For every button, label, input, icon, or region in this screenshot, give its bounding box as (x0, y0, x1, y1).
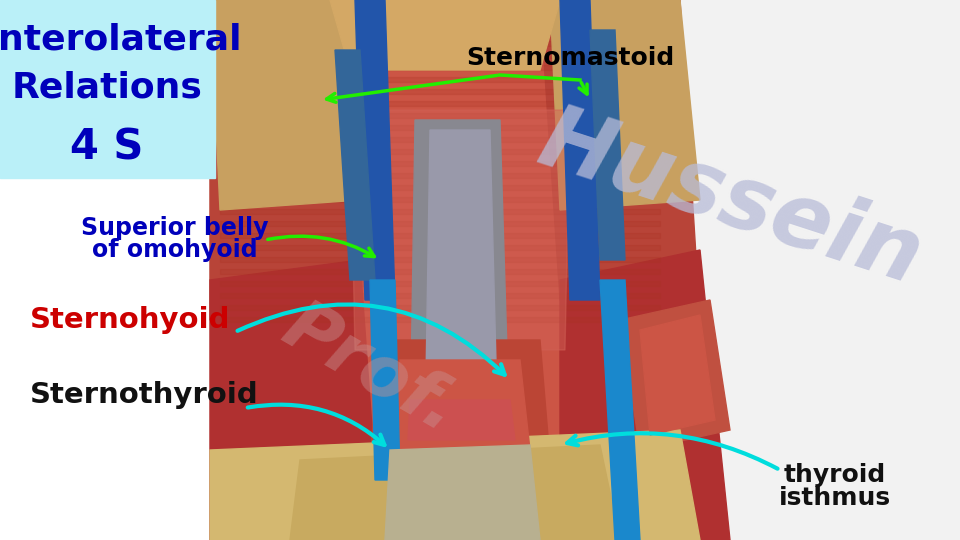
Bar (220, 197, 660, 202)
Text: of omohyoid: of omohyoid (92, 238, 258, 262)
Text: Superior belly: Superior belly (82, 216, 269, 240)
Polygon shape (385, 445, 540, 540)
Polygon shape (210, 430, 700, 540)
Bar (220, 269, 660, 274)
Polygon shape (370, 340, 550, 460)
Bar (220, 281, 660, 286)
Text: Prof.: Prof. (270, 292, 469, 448)
Polygon shape (410, 120, 510, 450)
Bar (220, 221, 660, 226)
Polygon shape (210, 0, 360, 320)
Polygon shape (330, 0, 560, 70)
Polygon shape (620, 300, 730, 450)
Text: Sternomastoid: Sternomastoid (466, 46, 674, 70)
Bar (220, 89, 660, 94)
Text: Hussein: Hussein (528, 97, 932, 303)
Polygon shape (560, 250, 730, 540)
Bar (220, 209, 660, 214)
Bar (220, 113, 660, 118)
Polygon shape (210, 260, 380, 540)
Bar (220, 5, 660, 10)
Bar (220, 125, 660, 130)
Polygon shape (210, 0, 360, 210)
Bar (220, 137, 660, 142)
Bar (220, 53, 660, 58)
Bar (220, 257, 660, 262)
Text: Anterolateral: Anterolateral (0, 23, 243, 57)
Bar (220, 173, 660, 178)
Polygon shape (550, 0, 700, 210)
Text: Sternohyoid: Sternohyoid (30, 306, 230, 334)
Polygon shape (540, 0, 700, 320)
Polygon shape (355, 0, 395, 300)
Polygon shape (408, 400, 515, 440)
Bar (0, 0, 215, 178)
Polygon shape (395, 360, 530, 450)
Polygon shape (640, 315, 715, 435)
Bar (220, 77, 660, 82)
Bar (220, 101, 660, 106)
Bar (680, 0, 960, 540)
Text: isthmus: isthmus (779, 486, 891, 510)
Polygon shape (370, 280, 400, 480)
Polygon shape (560, 0, 600, 300)
Text: 4 S: 4 S (70, 127, 144, 169)
Bar (210, 0, 960, 540)
Bar (220, 317, 660, 322)
Text: Relations: Relations (12, 71, 203, 105)
Bar (220, 41, 660, 46)
Polygon shape (290, 445, 620, 540)
Bar (220, 305, 660, 310)
Bar (220, 65, 660, 70)
Text: Sternothyroid: Sternothyroid (30, 381, 259, 409)
Bar (220, 233, 660, 238)
Text: thyroid: thyroid (784, 463, 886, 487)
Bar (220, 149, 660, 154)
Bar (220, 161, 660, 166)
Polygon shape (335, 50, 375, 280)
Polygon shape (600, 280, 640, 540)
Polygon shape (320, 0, 580, 540)
Bar (220, 245, 660, 250)
Polygon shape (350, 110, 570, 350)
Bar (220, 17, 660, 22)
Bar (220, 29, 660, 34)
Polygon shape (590, 30, 625, 260)
Bar (220, 185, 660, 190)
Bar (220, 293, 660, 298)
Polygon shape (425, 130, 498, 440)
